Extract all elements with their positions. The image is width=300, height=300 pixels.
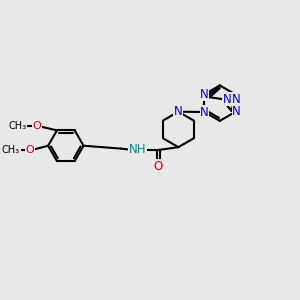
Text: CH₃: CH₃ [9,122,27,131]
Text: N: N [232,93,241,106]
Text: O: O [154,160,163,173]
Text: CH₃: CH₃ [2,145,20,155]
Text: O: O [33,122,41,131]
Text: N: N [200,88,209,101]
Text: N: N [200,106,209,118]
Text: O: O [26,145,34,155]
Text: N: N [174,105,183,118]
Text: NH: NH [129,143,147,157]
Text: N: N [232,105,241,118]
Text: N: N [223,92,232,106]
